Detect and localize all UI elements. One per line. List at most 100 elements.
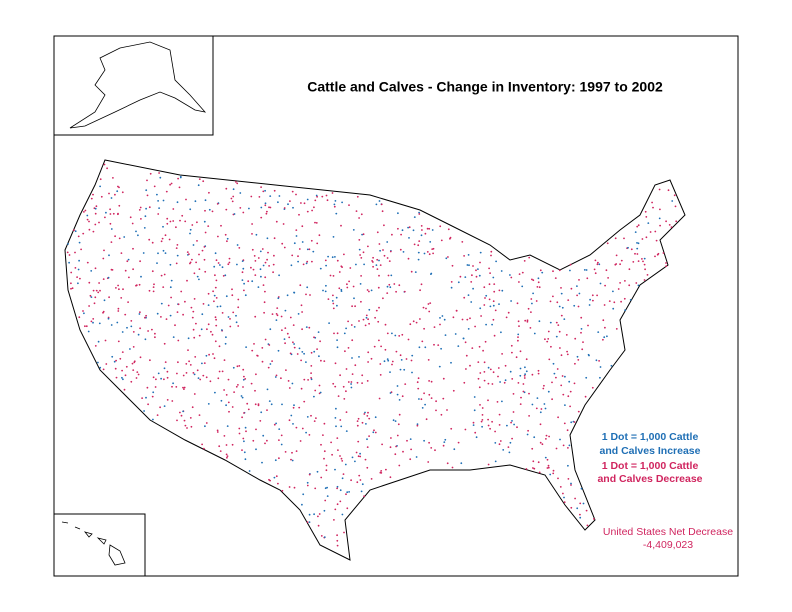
dot	[437, 344, 440, 346]
dot	[217, 262, 220, 264]
dot	[339, 419, 342, 421]
dot	[318, 234, 321, 237]
dot	[266, 388, 269, 391]
dot	[263, 301, 266, 304]
dot	[378, 339, 380, 342]
dot	[153, 283, 155, 286]
dot	[275, 374, 278, 377]
dot	[399, 248, 402, 251]
dot	[477, 361, 480, 363]
dot	[227, 263, 230, 266]
dot	[359, 479, 362, 481]
dot	[257, 403, 260, 405]
dot	[344, 463, 347, 466]
dot	[471, 347, 474, 349]
dot	[319, 391, 322, 394]
dot	[368, 322, 370, 325]
dot	[339, 374, 341, 377]
dot	[310, 351, 313, 354]
dot	[347, 320, 349, 323]
dot	[447, 228, 450, 231]
dot	[257, 257, 260, 259]
dot	[233, 391, 236, 393]
dot	[169, 314, 172, 317]
dot	[398, 335, 401, 337]
dot	[541, 443, 544, 446]
dot	[193, 336, 196, 339]
dot	[172, 208, 175, 210]
dot	[494, 309, 497, 312]
dot	[301, 351, 304, 353]
dot	[353, 326, 356, 328]
dot	[243, 289, 245, 292]
dot	[163, 273, 166, 276]
dot	[306, 210, 309, 213]
dot	[336, 544, 339, 547]
dot	[351, 339, 354, 342]
dot	[527, 429, 529, 432]
dot	[83, 312, 85, 315]
dot	[335, 296, 338, 299]
dot	[276, 314, 279, 317]
dot	[409, 323, 412, 326]
dot	[123, 236, 126, 238]
dot	[192, 244, 195, 246]
dot	[254, 260, 257, 262]
dot	[308, 326, 311, 329]
dot	[299, 284, 302, 287]
dot	[551, 398, 553, 401]
dot	[105, 363, 108, 365]
dot	[646, 274, 649, 276]
dot	[175, 247, 178, 250]
dot	[276, 307, 279, 309]
dot	[207, 323, 210, 326]
dot	[386, 257, 389, 259]
dot	[318, 513, 321, 515]
dot	[206, 328, 208, 331]
dot	[267, 251, 269, 254]
dot	[110, 197, 113, 199]
dot	[113, 360, 116, 363]
dot	[532, 460, 535, 463]
dot	[280, 315, 283, 318]
dot	[358, 356, 360, 358]
dot	[268, 400, 271, 402]
dot	[361, 483, 364, 486]
dot	[468, 264, 470, 267]
dot	[146, 386, 149, 389]
dot	[642, 260, 644, 263]
dot	[119, 357, 122, 360]
dot	[481, 407, 484, 409]
dot	[362, 233, 365, 236]
dot	[288, 486, 291, 488]
dot	[357, 455, 360, 458]
dot	[236, 182, 239, 185]
dot	[108, 296, 110, 299]
dot	[73, 229, 75, 232]
dot	[671, 200, 674, 202]
dot	[506, 424, 508, 427]
dot	[490, 254, 492, 257]
dot	[305, 326, 308, 328]
dot	[558, 305, 561, 308]
dot	[215, 318, 218, 321]
dot	[261, 461, 263, 464]
dot	[346, 286, 349, 289]
dot	[172, 382, 175, 385]
dot	[145, 189, 148, 192]
dot	[203, 362, 206, 364]
dot	[310, 239, 313, 242]
dot	[235, 385, 238, 388]
dot	[417, 251, 420, 254]
dot	[86, 261, 89, 264]
hawaii-inset	[53, 513, 146, 577]
dot	[440, 347, 442, 350]
dot	[606, 335, 608, 338]
dot	[412, 229, 415, 232]
dot	[368, 290, 370, 293]
dot	[227, 378, 230, 381]
dot	[241, 279, 244, 281]
dot	[375, 264, 378, 266]
dot	[181, 214, 184, 217]
